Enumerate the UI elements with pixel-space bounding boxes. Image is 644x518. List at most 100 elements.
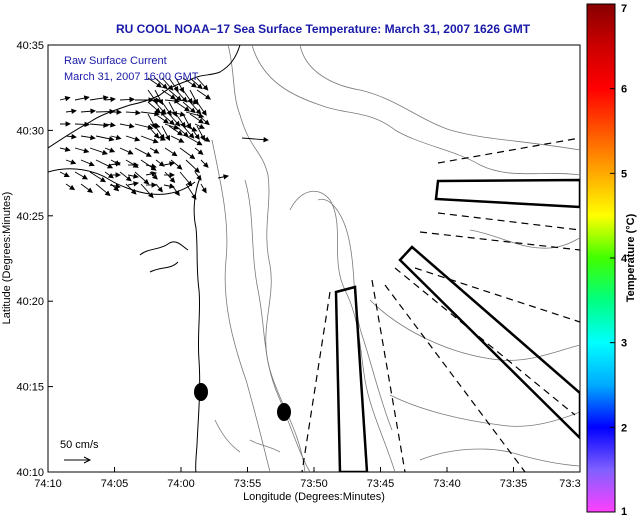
current-vector-head (69, 184, 76, 191)
current-vector-head (159, 133, 165, 140)
current-vector-head (204, 94, 212, 100)
colorbar-tick-label: 7 (621, 3, 627, 15)
colorbar-tick-label: 5 (621, 168, 627, 180)
colorbar-tick-label: 3 (621, 338, 627, 350)
current-vector-head (182, 131, 189, 138)
current-vector-head (63, 172, 70, 177)
current-vector-head (263, 136, 270, 143)
current-vector-head (71, 108, 77, 114)
mooring-marker (277, 403, 291, 421)
current-vector-head (143, 178, 150, 185)
current-vector-head (183, 106, 191, 112)
colorbar-label: Temperature (°C) (625, 213, 637, 302)
current-vector-head (128, 123, 135, 129)
current-vector-head (125, 175, 132, 182)
x-tick-label: 73:3 (559, 478, 580, 490)
y-axis: 40:35 40:30 40:25 40:20 40:15 40:10 (16, 40, 53, 479)
current-vector-head (158, 161, 165, 167)
y-tick-label: 40:15 (16, 382, 44, 394)
current-vector-head (162, 118, 170, 124)
current-vector-head (148, 192, 154, 199)
x-tick-label: 73:35 (500, 478, 528, 490)
current-vector-head (174, 120, 181, 127)
x-tick-label: 73:40 (433, 478, 461, 490)
current-vector-head (189, 153, 196, 160)
current-vector-head (190, 82, 198, 88)
current-vector-head (179, 86, 185, 93)
current-vector-head (71, 133, 77, 140)
current-vector-head (109, 147, 116, 153)
current-vector-head (129, 96, 135, 103)
current-vector-head (223, 174, 229, 180)
current-vector-head (90, 108, 96, 114)
y-tick-label: 40:10 (16, 467, 44, 479)
current-vector-head (151, 171, 157, 177)
current-vector-head (203, 119, 210, 126)
current-vector-head (145, 151, 152, 157)
current-vector-head (152, 173, 158, 180)
map-layers (48, 45, 580, 472)
current-vector-head (99, 177, 107, 183)
x-tick-label: 74:05 (101, 478, 129, 490)
current-vector-head (198, 123, 205, 129)
mooring-marker (194, 383, 208, 401)
current-vector-head (153, 132, 160, 139)
current-vector-head (135, 109, 141, 116)
y-tick-label: 40:25 (16, 211, 44, 223)
current-vector-head (108, 136, 115, 142)
current-vector-head (168, 119, 175, 126)
radar-beam-outlines (334, 178, 580, 472)
current-vector-head (204, 136, 211, 142)
current-vector-head (133, 162, 140, 168)
current-vector-head (197, 149, 204, 155)
current-vector-head (169, 172, 176, 178)
current-vector-head (169, 177, 176, 183)
current-vector-head (172, 110, 178, 117)
current-vector-head (160, 108, 167, 115)
current-vector-head (201, 187, 207, 194)
current-vector-head (133, 181, 139, 187)
current-vector-head (181, 96, 188, 103)
colorbar-tick-label: 4 (621, 253, 628, 265)
current-vector-head (88, 161, 95, 167)
current-vector-head (130, 188, 137, 195)
x-axis: 74:10 74:05 74:00 73:55 73:50 73:45 73:40 73:35… (34, 467, 581, 490)
annotation-line: March 31, 2007 16:00 GMT (64, 71, 199, 83)
surface-current-vectors (59, 77, 270, 200)
current-vector-head (151, 163, 157, 169)
current-vector-head (178, 137, 185, 143)
current-vector-head (155, 82, 163, 88)
current-vector-head (83, 148, 90, 154)
x-tick-label: 73:45 (367, 478, 395, 490)
x-tick-label: 73:50 (300, 478, 328, 490)
current-vector-head (167, 84, 174, 91)
current-vector-head (64, 146, 71, 152)
current-vector-head (169, 161, 175, 167)
current-vector-head (110, 96, 116, 103)
current-vector-head (151, 182, 158, 188)
y-tick-label: 40:35 (16, 40, 44, 52)
current-vector-head (158, 98, 164, 105)
coastline (48, 45, 241, 472)
current-vector-head (176, 130, 184, 136)
plot-frame (47, 44, 581, 473)
current-vector-head (194, 133, 200, 140)
colorbar-ticks: 1 2 3 4 5 6 7 (610, 3, 628, 518)
current-vector-head (157, 186, 163, 193)
x-axis-title: Longitude (Degrees:Minutes) (243, 491, 385, 503)
current-vector-head (171, 150, 178, 157)
current-vector-head (202, 162, 209, 168)
x-tick-label: 74:10 (34, 478, 62, 490)
current-vector-head (115, 134, 122, 141)
current-vector-head (115, 172, 122, 178)
current-vector-head (89, 134, 96, 141)
colorbar-tick-label: 1 (621, 506, 627, 518)
colorbar-tick-label: 6 (621, 84, 627, 96)
current-vector-head (191, 193, 197, 200)
current-vector-head (102, 95, 109, 101)
current-vector-head (104, 190, 111, 197)
current-vector-head (115, 161, 121, 167)
current-vector-head (169, 183, 175, 189)
current-vector-head (65, 121, 72, 127)
